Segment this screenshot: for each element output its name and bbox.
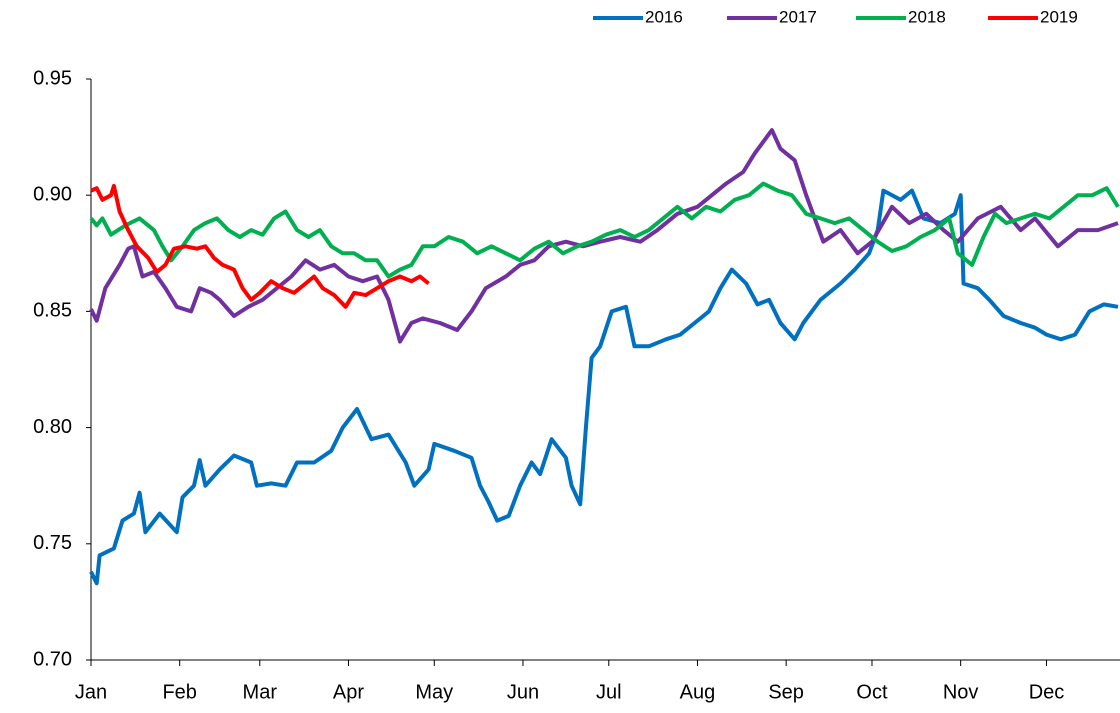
- x-tick-label: Sep: [768, 681, 804, 703]
- y-tick-label: 0.75: [33, 532, 72, 554]
- x-tick-label: Jan: [75, 681, 107, 703]
- x-tick-label: Aug: [680, 681, 716, 703]
- legend-label: 2016: [645, 7, 683, 26]
- x-tick-label: Feb: [162, 681, 196, 703]
- x-tick-label: Oct: [856, 681, 888, 703]
- x-tick-label: Jul: [596, 681, 622, 703]
- series-line: [90, 183, 430, 309]
- legend-label: 2018: [908, 7, 946, 26]
- x-tick-label: May: [415, 681, 453, 703]
- x-tick-label: Apr: [333, 681, 364, 703]
- x-tick-label: Jun: [507, 681, 539, 703]
- y-tick-label: 0.90: [33, 183, 72, 205]
- series-line: [89, 128, 1119, 344]
- x-tick-label: Nov: [943, 681, 979, 703]
- series-line: [89, 181, 1120, 279]
- legend-label: 2019: [1040, 7, 1078, 26]
- y-tick-label: 0.95: [33, 67, 72, 89]
- legend-label: 2017: [779, 7, 817, 26]
- x-tick-label: Mar: [243, 681, 278, 703]
- series-line: [89, 188, 1119, 586]
- y-tick-label: 0.85: [33, 300, 72, 322]
- y-tick-label: 0.80: [33, 416, 72, 438]
- x-tick-label: Dec: [1029, 681, 1065, 703]
- y-tick-label: 0.70: [33, 648, 72, 670]
